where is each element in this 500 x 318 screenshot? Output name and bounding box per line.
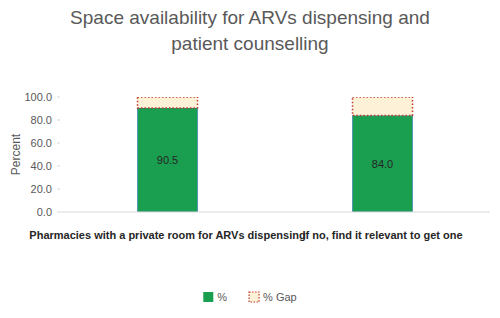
y-tick xyxy=(57,97,60,98)
legend-swatch xyxy=(203,292,213,302)
y-tick-label: 100.0 xyxy=(24,91,52,103)
legend: % % Gap xyxy=(203,291,296,303)
bar-segment xyxy=(138,108,198,212)
legend-label: % Gap xyxy=(263,291,297,303)
x-axis-line xyxy=(60,212,490,213)
data-label: 84.0 xyxy=(372,158,393,170)
data-label: 90.5 xyxy=(157,154,178,166)
bar-segment xyxy=(353,115,413,212)
y-tick-label: 20.0 xyxy=(31,183,52,195)
bars xyxy=(138,97,413,212)
data-labels: 90.5 84.0 xyxy=(157,154,393,170)
y-axis-label: Percent xyxy=(9,133,23,175)
x-tick-label: If no, find it relevant to get one xyxy=(302,229,462,241)
bar-segment xyxy=(138,97,198,108)
bar-segment xyxy=(353,97,413,115)
y-tick xyxy=(57,212,60,213)
y-tick-label: 0.0 xyxy=(37,206,52,218)
y-tick-label: 40.0 xyxy=(31,160,52,172)
y-tick-label: 80.0 xyxy=(31,114,52,126)
y-tick xyxy=(57,120,60,121)
legend-label: % xyxy=(217,291,227,303)
legend-swatch xyxy=(249,292,259,302)
x-tick-label: Pharmacies with a private room for ARVs … xyxy=(29,229,305,241)
y-tick xyxy=(57,143,60,144)
y-tick xyxy=(57,189,60,190)
chart-title: Space availability for ARVs dispensing a… xyxy=(70,7,430,54)
background xyxy=(0,0,500,318)
y-tick xyxy=(57,166,60,167)
y-tick-label: 60.0 xyxy=(31,137,52,149)
